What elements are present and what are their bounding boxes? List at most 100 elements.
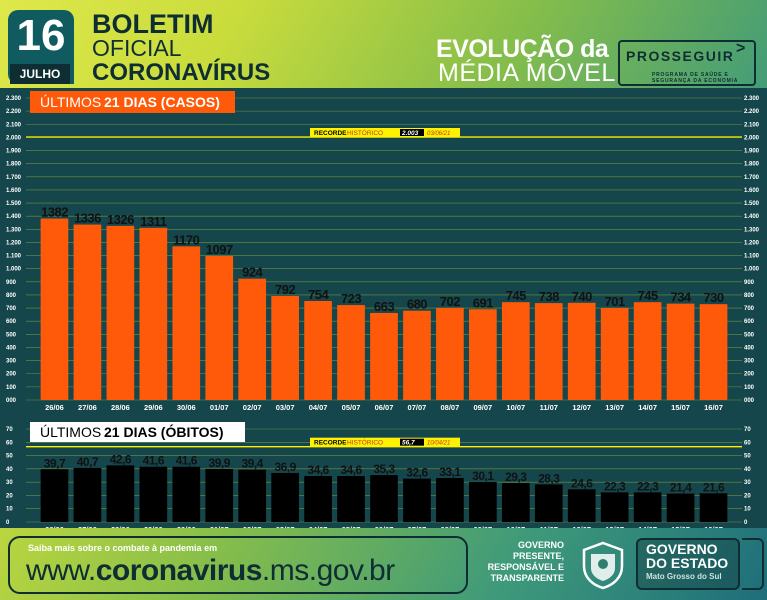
cases-bar	[567, 302, 596, 400]
cases-ytick-right: 400	[744, 345, 755, 351]
cases-ytick-right: 1.000	[744, 267, 760, 273]
cases-bar	[73, 224, 102, 400]
deaths-ytick-right: 10	[744, 507, 751, 513]
slogan-line-2: PRESENTE,	[512, 551, 564, 561]
cases-value-label: 730	[703, 290, 723, 305]
cases-value-label: 1170	[173, 232, 199, 247]
cases-category-label: 08/07	[441, 403, 460, 412]
deaths-title-bold: 21 DIAS (ÓBITOS)	[104, 423, 224, 440]
cases-title-band	[30, 91, 235, 113]
government-slogan: GOVERNO PRESENTE, RESPONSÁVEL E TRANSPAR…	[474, 540, 564, 584]
footer-small-text: Saiba mais sobre o combate à pandemia em	[28, 543, 218, 553]
cases-category-label: 16/07	[704, 403, 723, 412]
deaths-bar	[501, 483, 530, 522]
bulletin-title-line3: CORONAVÍRUS	[92, 59, 271, 86]
cases-record-label-b: HISTÓRICO	[347, 128, 383, 137]
deaths-value-label: 41,6	[176, 454, 198, 468]
cases-category-label: 06/07	[375, 403, 394, 412]
cases-ytick-right: 200	[744, 372, 755, 378]
cases-ytick-right: 1.800	[744, 162, 760, 168]
deaths-ytick-right: 0	[744, 520, 748, 526]
url-suffix: .ms.gov.br	[261, 554, 395, 587]
cases-ytick-right: 2.000	[744, 135, 760, 141]
chart-panel: 000 000 100 100 200 200 300 300 400 400 500 500 600 6…	[0, 88, 767, 534]
prosseguir-title: PROSSEGUIR	[626, 48, 735, 64]
deaths-value-label: 40,7	[77, 455, 99, 469]
cases-ytick-right: 2.300	[744, 96, 760, 102]
deaths-value-label: 21,4	[670, 481, 692, 495]
cases-value-label: 745	[638, 288, 658, 303]
footer-url-link[interactable]: www.coronavirus.ms.gov.br	[26, 554, 395, 588]
cases-value-label: 740	[572, 289, 592, 304]
deaths-bar	[205, 468, 234, 522]
deaths-record-date: 10/04/21	[427, 441, 450, 447]
government-name-1: GOVERNO	[646, 541, 718, 557]
cases-value-label: 754	[308, 287, 329, 302]
cases-ytick-left: 500	[6, 332, 17, 338]
government-ornament	[742, 538, 764, 590]
cases-ytick-left: 000	[6, 398, 17, 404]
cases-record-value-box	[400, 128, 424, 136]
cases-value-label: 792	[275, 282, 295, 297]
deaths-ytick-left: 40	[6, 467, 13, 473]
cases-value-label: 1382	[41, 205, 68, 220]
cases-ytick-left: 900	[6, 280, 17, 286]
deaths-record-box	[310, 437, 460, 447]
deaths-value-label: 29,3	[505, 470, 527, 484]
deaths-bar	[106, 465, 135, 522]
cases-bar	[238, 278, 267, 400]
deaths-value-label: 32,6	[406, 466, 428, 480]
deaths-bar	[436, 478, 464, 522]
deaths-category-label: 12/07	[572, 525, 591, 528]
cases-ytick-left: 100	[6, 385, 17, 391]
deaths-value-label: 39,9	[209, 456, 231, 470]
deaths-bar	[73, 467, 102, 522]
deaths-bar	[469, 482, 497, 522]
deaths-bar	[600, 492, 629, 522]
deaths-record-label-b: HISTÓRICO	[347, 438, 383, 447]
date-month: JULHO	[10, 64, 70, 84]
deaths-value-label: 30,1	[472, 469, 494, 483]
deaths-category-label: 07/07	[408, 525, 427, 528]
deaths-category-label: 14/07	[638, 525, 657, 528]
cases-value-label: 924	[242, 265, 263, 280]
deaths-value-label: 34,6	[307, 463, 329, 477]
deaths-bar	[403, 478, 431, 522]
url-prefix: www.	[26, 554, 96, 587]
cases-ytick-right: 300	[744, 359, 755, 365]
cases-ytick-right: 800	[744, 293, 755, 299]
cases-bar	[106, 225, 135, 400]
deaths-category-label: 30/06	[177, 525, 196, 528]
cases-value-label: 1326	[107, 212, 134, 227]
cases-bar	[600, 307, 629, 400]
cases-ytick-left: 1.700	[6, 175, 22, 181]
deaths-value-label: 22,3	[637, 479, 659, 493]
cases-ytick-left: 800	[6, 293, 17, 299]
cases-ytick-left: 2.000	[6, 135, 22, 141]
cases-category-label: 11/07	[540, 403, 558, 412]
cases-value-label: 1097	[206, 242, 233, 257]
bulletin-title-line2: OFICIAL	[92, 35, 182, 61]
cases-bar	[40, 218, 69, 400]
cases-ytick-right: 1.700	[744, 175, 760, 181]
deaths-ytick-left: 70	[6, 427, 13, 433]
cases-record-value: 2.003	[401, 130, 419, 137]
deaths-category-label: 03/07	[276, 525, 295, 528]
deaths-title-band	[30, 422, 245, 442]
cases-bar	[666, 303, 695, 400]
date-day: 16	[16, 11, 66, 60]
deaths-bar	[370, 475, 398, 522]
cases-category-label: 09/07	[473, 403, 492, 412]
cases-ytick-left: 1.000	[6, 267, 22, 273]
deaths-record-value-box	[400, 438, 424, 446]
deaths-ytick-left: 0	[6, 520, 10, 526]
government-name-2: DO ESTADO	[646, 555, 729, 571]
cases-bar	[139, 227, 168, 400]
deaths-category-label: 11/07	[540, 525, 558, 528]
government-state: Mato Grosso do Sul	[646, 572, 722, 581]
cases-ytick-left: 1.800	[6, 162, 22, 168]
deaths-category-label: 28/06	[111, 525, 130, 528]
deaths-category-label: 13/07	[605, 525, 624, 528]
cases-record-label-a: RECORDE	[314, 130, 347, 137]
deaths-category-label: 06/07	[375, 525, 394, 528]
